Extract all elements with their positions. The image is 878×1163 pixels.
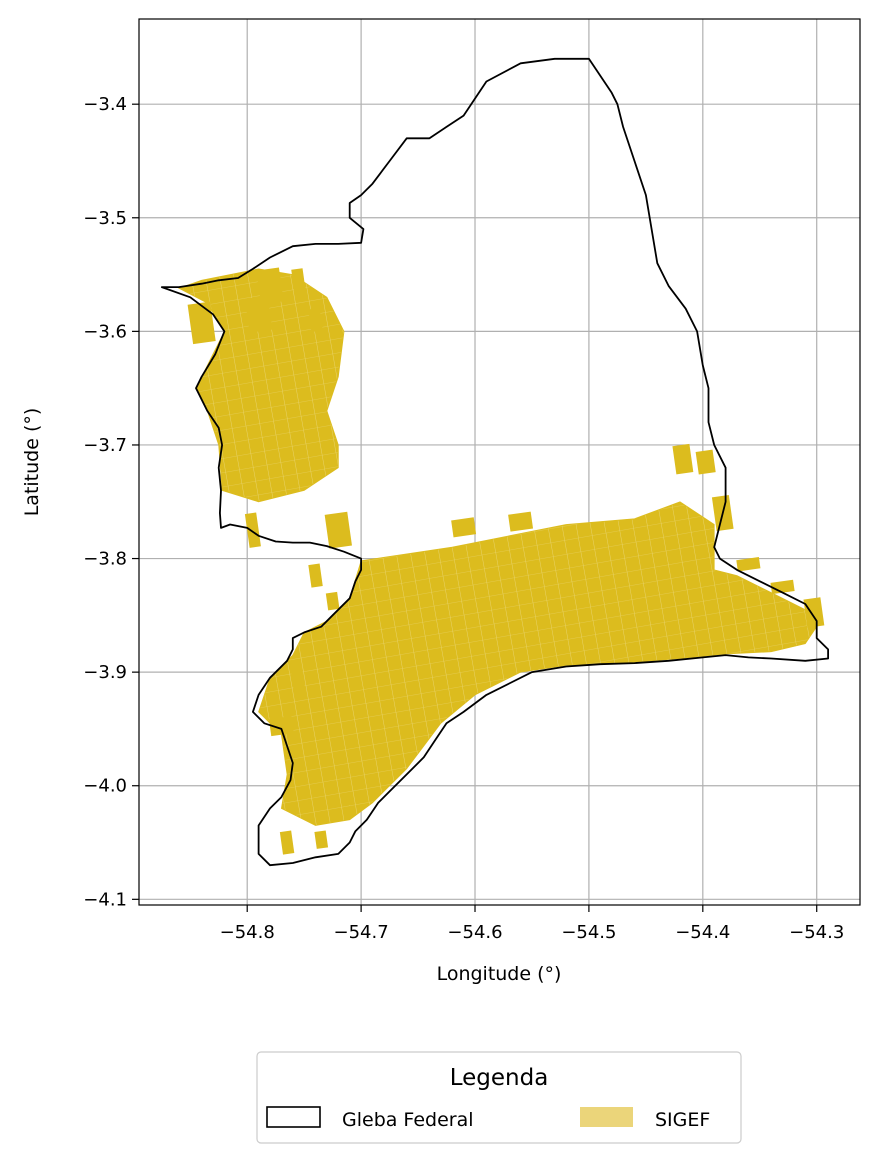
sigef-strip xyxy=(291,268,306,293)
legend-sigef-swatch xyxy=(580,1107,633,1127)
y-axis-ticks: −3.4 −3.5 −3.6 −3.7 −3.8 −3.9 −4.0 −4.1 xyxy=(83,94,139,910)
legend-title: Legenda xyxy=(450,1065,549,1091)
y-tick-label: −3.6 xyxy=(83,321,127,342)
y-tick-label: −3.5 xyxy=(83,208,127,229)
legend-sigef-label: SIGEF xyxy=(655,1109,710,1131)
x-tick-label: −54.7 xyxy=(334,922,389,943)
x-tick-label: −54.5 xyxy=(561,922,616,943)
x-axis-ticks: −54.8 −54.7 −54.6 −54.5 −54.4 −54.3 xyxy=(220,905,844,943)
sigef-strip xyxy=(308,307,323,333)
sigef-strip xyxy=(803,597,825,628)
x-tick-label: −54.6 xyxy=(447,922,502,943)
y-tick-label: −3.9 xyxy=(83,662,127,683)
sigef-strip xyxy=(324,511,352,549)
plot-frame xyxy=(138,18,861,906)
sigef-strip xyxy=(308,563,323,588)
sigef-parcels xyxy=(177,267,825,855)
sigef-strip xyxy=(508,511,534,532)
sigef-region xyxy=(258,501,818,826)
sigef-strip xyxy=(268,716,294,737)
y-tick-label: −3.8 xyxy=(83,549,127,570)
sigef-strip xyxy=(291,671,306,696)
sigef-strip xyxy=(279,830,295,855)
sigef-strip xyxy=(187,301,216,345)
sigef-strip xyxy=(325,591,340,611)
sigef-strip xyxy=(451,517,477,538)
y-axis-title: Latitude (°) xyxy=(21,408,43,517)
legend-gleba-swatch xyxy=(266,1106,321,1128)
sigef-strip xyxy=(736,557,761,572)
y-tick-label: −3.4 xyxy=(83,94,127,115)
x-tick-label: −54.8 xyxy=(220,922,275,943)
sigef-strip xyxy=(314,830,329,849)
sigef-strip xyxy=(672,443,694,475)
gleba-boundary-outline xyxy=(160,57,829,867)
gleba-federal-boundary xyxy=(160,57,829,867)
x-tick-label: −54.4 xyxy=(675,922,730,943)
y-tick-label: −3.7 xyxy=(83,435,127,456)
sigef-strip xyxy=(244,512,261,548)
legend: Legenda Gleba Federal SIGEF xyxy=(256,1051,742,1144)
x-axis-title: Longitude (°) xyxy=(437,963,562,985)
y-tick-label: −4.1 xyxy=(83,889,127,910)
legend-gleba-label: Gleba Federal xyxy=(342,1109,474,1131)
y-tick-label: −4.0 xyxy=(83,776,127,797)
sigef-strip xyxy=(695,449,716,475)
x-tick-label: −54.3 xyxy=(789,922,844,943)
sigef-strip xyxy=(244,295,273,333)
sigef-strip xyxy=(256,267,284,305)
